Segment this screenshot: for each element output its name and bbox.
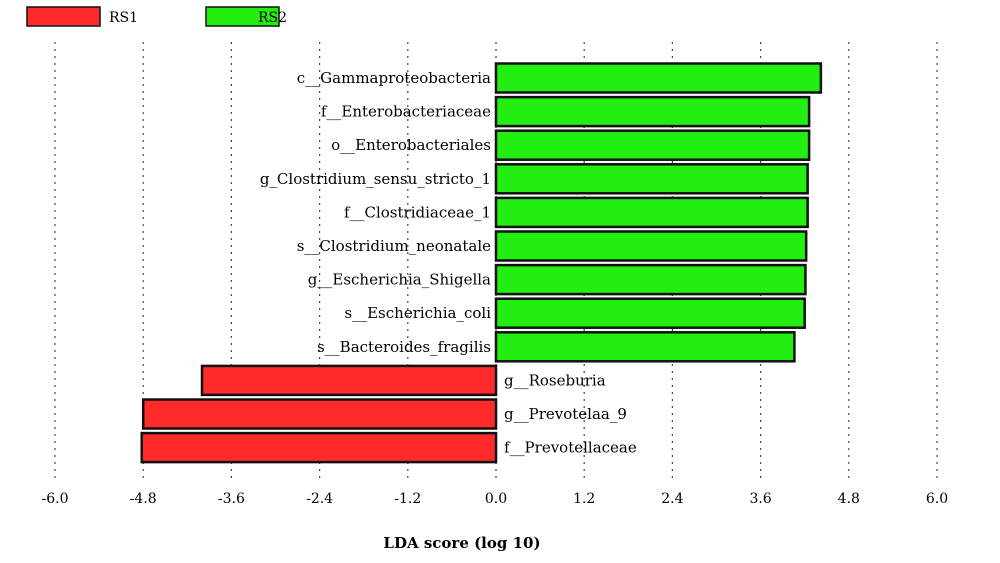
x-tick-label: 2.4 <box>661 491 683 507</box>
bar-label: s__Clostridium_neonatale <box>297 237 491 255</box>
x-tick-label: 6.0 <box>926 491 948 507</box>
legend: RS1 RS2 <box>26 6 287 27</box>
bar-label: s__Escherichia_coli <box>344 304 491 322</box>
bar-label: g_Clostridium_sensu_stricto_1 <box>260 170 491 188</box>
x-tick-label: -3.6 <box>218 491 245 507</box>
bar-label: c__Gammaproteobacteria <box>297 69 491 87</box>
x-tick-label: -2.4 <box>306 491 333 507</box>
x-axis-title: LDA score (log 10) <box>383 534 540 552</box>
bar-label: f__Enterobacteriaceae <box>321 103 491 121</box>
bar-o-enterobacteriales <box>494 129 811 161</box>
bar-label: o__Enterobacteriales <box>331 136 491 154</box>
bar-g-roseburia <box>200 364 498 397</box>
x-tick-label: -1.2 <box>394 491 421 507</box>
bar-labels: c__Gammaproteobacteria f__Enterobacteriac… <box>260 69 637 457</box>
bar-label: g__Roseburia <box>504 371 606 389</box>
legend-swatch-rs1 <box>26 6 101 27</box>
x-tick-label: 4.8 <box>838 491 860 507</box>
bar-g-escherichia-shigella <box>494 263 807 296</box>
bar-label: f__Clostridiaceae_1 <box>344 203 491 221</box>
bar-f-prevotellaceae <box>140 431 498 464</box>
legend-swatch-rs2 <box>205 6 280 27</box>
bar-s-bacteroides-fragilis <box>494 331 796 363</box>
bar-c-gammaproteobacteria <box>494 62 823 94</box>
bar-f-clostridiaceae-1 <box>494 196 809 229</box>
legend-label-rs2: RS2 <box>258 10 287 26</box>
bar-label: f__Prevotellaceae <box>504 439 637 457</box>
x-tick-label: -6.0 <box>42 491 69 507</box>
bar-label: s__Bacteroides_fragilis <box>317 338 491 356</box>
bar-g-prevotelaa-9 <box>141 398 498 430</box>
bar-s-escherichia-coli <box>494 297 806 329</box>
bar-g-clostridium-sensu-stricto-1 <box>494 163 809 195</box>
x-tick-labels: -6.0 -4.8 -3.6 -2.4 -1.2 0.0 1.2 2.4 3.6 4.8 6.0 <box>42 491 949 507</box>
legend-label-rs1: RS1 <box>109 10 138 26</box>
bar-label: g__Escherichia_Shigella <box>308 271 491 289</box>
x-tick-label: -4.8 <box>130 491 157 507</box>
bar-label: g__Prevotelaa_9 <box>504 405 627 423</box>
bar-f-enterobacteriaceae <box>494 95 811 128</box>
x-tick-label: 3.6 <box>749 491 771 507</box>
x-tick-label: 0.0 <box>485 491 507 507</box>
bar-s-clostridium-neonatale <box>494 230 808 262</box>
bars <box>140 62 823 464</box>
x-tick-label: 1.2 <box>573 491 595 507</box>
